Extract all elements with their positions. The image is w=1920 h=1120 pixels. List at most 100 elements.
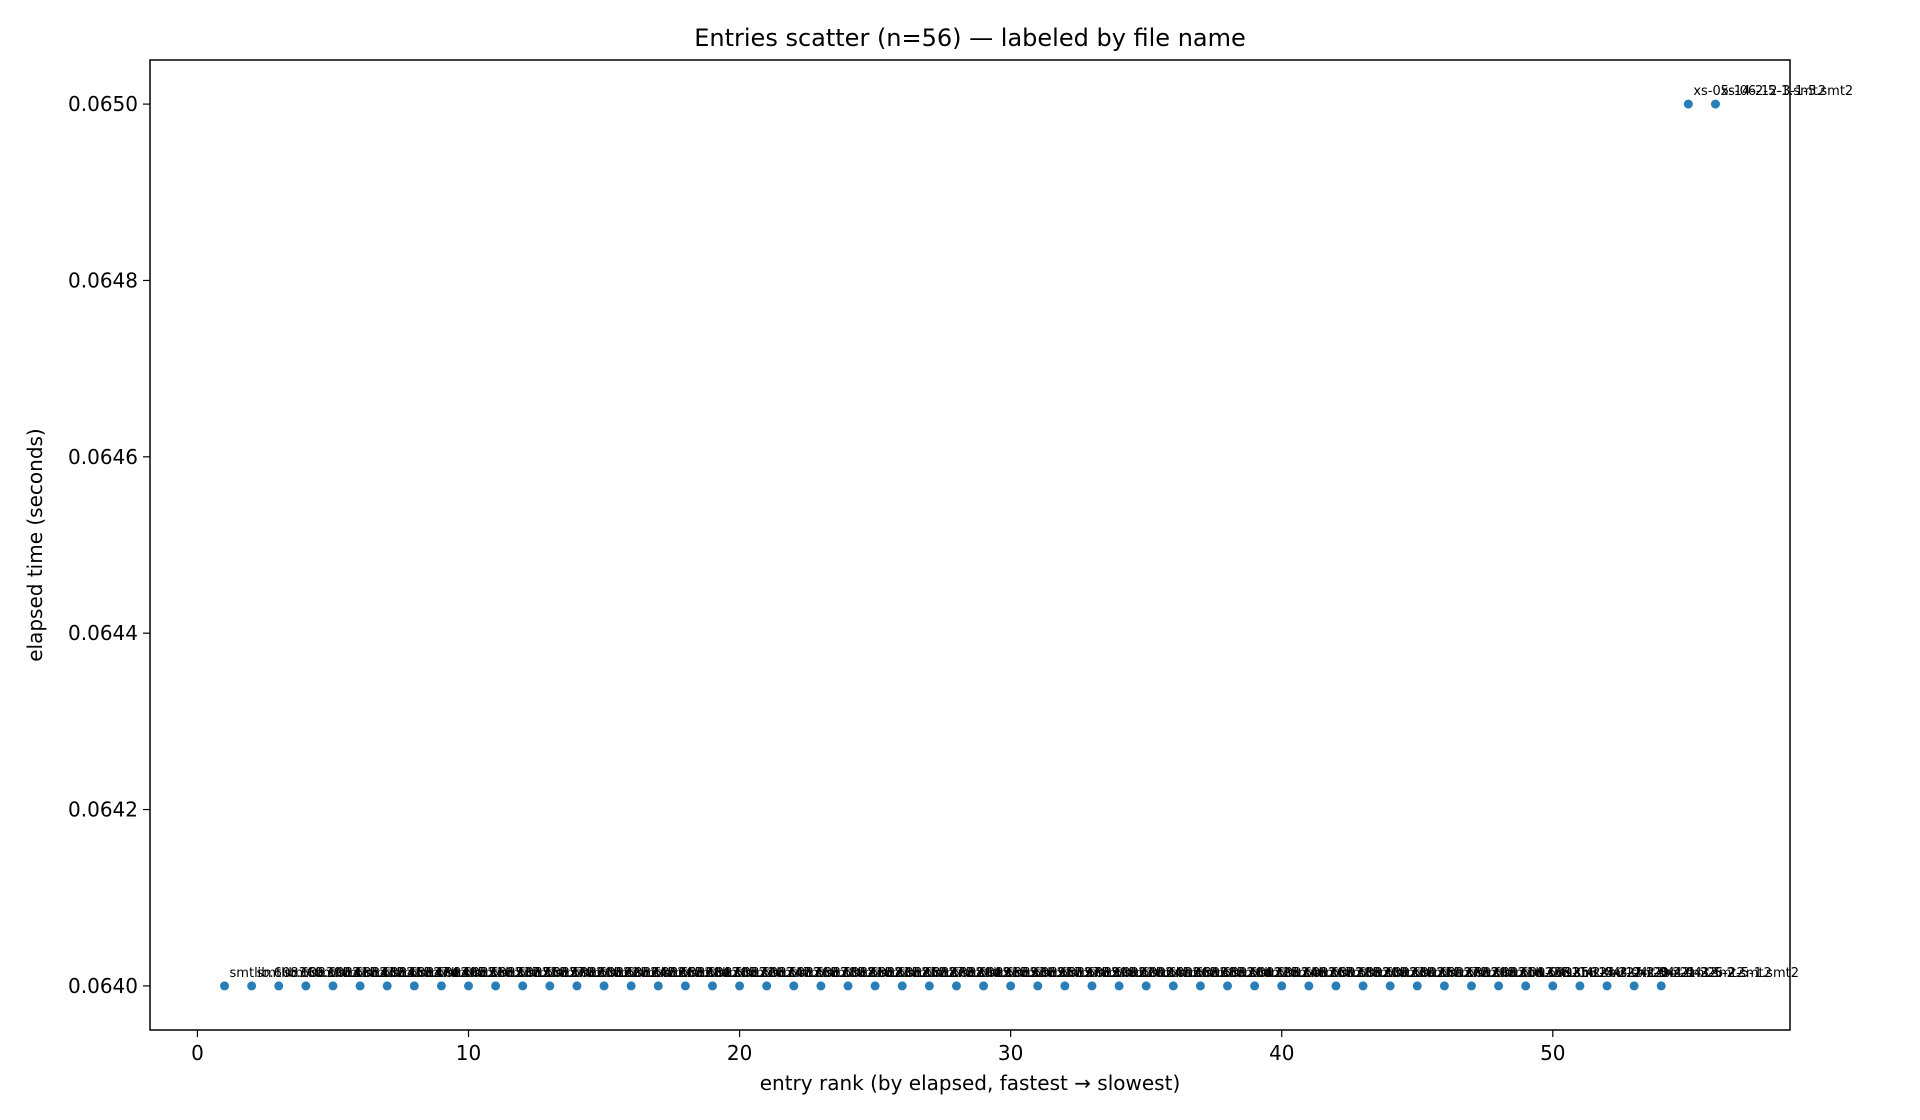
scatter-point [1548,981,1558,991]
x-tick-label: 10 [456,1041,481,1065]
point-label: smtlib.609314.smt2 [1449,966,1580,981]
point-label: xs-05-14-2-5-1.smt2 [1693,84,1826,99]
scatter-point [1141,981,1151,991]
point-label: smtlib.609188.smt2 [1287,966,1418,981]
scatter-point [382,981,392,991]
point-label: smtlib.608369.smt2 [230,966,361,981]
scatter-point [491,981,501,991]
scatter-point [843,981,853,991]
scatter-point [1060,981,1070,991]
scatter-point [680,981,690,991]
scatter-point [1331,981,1341,991]
scatter-point [1466,981,1476,991]
point-label: smtlib.609020.smt2 [1070,966,1201,981]
y-tick-label: 0.0646 [68,445,138,469]
point-label: smtlib.608516.smt2 [419,966,550,981]
scatter-point [1385,981,1395,991]
point-label: smtlib.609272.smt2 [1395,966,1526,981]
point-label: smtlib.608768.smt2 [745,966,876,981]
scatter-point [436,981,446,991]
scatter-point [1575,981,1585,991]
scatter-point [1494,981,1504,991]
scatter-point [1250,981,1260,991]
point-label: smtlib.608579.smt2 [501,966,632,981]
point-label: smtlib.609356.smt2 [1504,966,1635,981]
scatter-point [220,981,230,991]
y-tick-label: 0.0650 [68,92,138,116]
scatter-point [247,981,257,991]
scatter-point [599,981,609,991]
scatter-point [1602,981,1612,991]
scatter-point [1114,981,1124,991]
point-label: smtlib.608831.smt2 [826,966,957,981]
point-label: smtlib.609293.smt2 [1422,966,1553,981]
y-tick-label: 0.0644 [68,621,138,645]
point-label: smtlib.609041.smt2 [1097,966,1228,981]
point-label: smtlib.608789.smt2 [772,966,903,981]
point-label: xs-06-12-3-1-5.smt2 [1720,84,1853,99]
scatter-point [1656,981,1666,991]
point-label: smtlib.609083.smt2 [1151,966,1282,981]
y-tick-label: 0.0648 [68,268,138,292]
point-labels: smtlib.608369.smt2smtlib.608390.smt2smtl… [230,84,1854,981]
scatter-point [274,981,284,991]
point-label: smtlib.608684.smt2 [636,966,767,981]
point-label: xs-04-11-2-5-2.smt2 [1531,966,1664,981]
point-label: smtlib.608537.smt2 [446,966,577,981]
scatter-point [409,981,419,991]
point-label: smtlib.608390.smt2 [257,966,388,981]
point-label: smtlib.608642.smt2 [582,966,713,981]
scatter-point [789,981,799,991]
scatter-point [707,981,717,991]
point-label: smtlib.608915.smt2 [934,966,1065,981]
y-tick-label: 0.0642 [68,798,138,822]
point-label: smtlib.608432.smt2 [311,966,442,981]
scatter-point [328,981,338,991]
point-label: smtlib.608726.smt2 [690,966,821,981]
point-label: smtlib.608852.smt2 [853,966,984,981]
scatter-point [1439,981,1449,991]
point-label: smtlib.608663.smt2 [609,966,740,981]
point-label: smtlib.608999.smt2 [1043,966,1174,981]
scatter-point [870,981,880,991]
scatter-point [1412,981,1422,991]
scatter-point [301,981,311,991]
scatter-point [355,981,365,991]
point-label: smtlib.609104.smt2 [1178,966,1309,981]
point-label: smtlib.609146.smt2 [1233,966,1364,981]
point-label: xs-04-21-3-5-2.smt2 [1639,966,1772,981]
point-label: smtlib.608621.smt2 [555,966,686,981]
point-label: smtlib.609230.smt2 [1341,966,1472,981]
x-axis-title: entry rank (by elapsed, fastest → slowes… [760,1071,1181,1095]
scatter-point [518,981,528,991]
scatter-point [1304,981,1314,991]
scatter-point [1710,99,1720,109]
scatter-point [464,981,474,991]
scatter-point [762,981,772,991]
scatter-point [1087,981,1097,991]
scatter-point [1033,981,1043,991]
point-label: smtlib.608474.smt2 [365,966,496,981]
point-label: smtlib.609125.smt2 [1205,966,1336,981]
point-label: smtlib.608705.smt2 [663,966,794,981]
point-label: smtlib.608978.smt2 [1016,966,1147,981]
scatter-point [653,981,663,991]
scatter-point [1195,981,1205,991]
y-tick-label: 0.0640 [68,974,138,998]
point-label: smtlib.608810.smt2 [799,966,930,981]
scatter-point [545,981,555,991]
x-tick-label: 20 [727,1041,752,1065]
x-tick-label: 50 [1540,1041,1565,1065]
scatter-point [1521,981,1531,991]
point-label: smtlib.608453.smt2 [338,966,469,981]
point-label: xs-04-26-2-5-1.smt2 [1666,966,1799,981]
y-axis-title: elapsed time (seconds) [23,428,47,662]
point-label: smtlib.608936.smt2 [961,966,1092,981]
plot-frame [149,59,1791,1031]
point-label: xs-04-14-3-2-1.smt2 [1558,966,1691,981]
scatter-point [1223,981,1233,991]
scatter-point [951,981,961,991]
point-label: smtlib.609251.smt2 [1368,966,1499,981]
